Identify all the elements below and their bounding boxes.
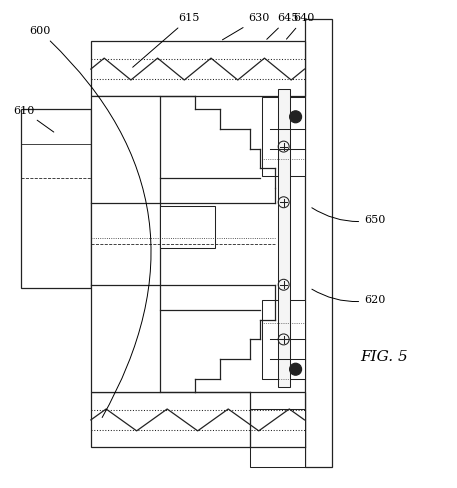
Circle shape	[290, 111, 302, 123]
Bar	[160, 206, 215, 248]
Bar	[262, 300, 304, 379]
Text: 615: 615	[133, 13, 200, 67]
Text: 600: 600	[29, 26, 151, 418]
Text: 630: 630	[223, 13, 269, 40]
Circle shape	[290, 363, 302, 375]
Text: 640: 640	[287, 13, 315, 39]
Text: FIG. 5: FIG. 5	[360, 350, 408, 365]
Bar	[21, 109, 91, 288]
Bar	[304, 20, 332, 467]
Bar	[91, 392, 304, 447]
Bar	[91, 41, 304, 96]
Text: 620: 620	[312, 289, 386, 305]
Text: 610: 610	[13, 106, 54, 132]
Bar	[262, 97, 304, 177]
Bar	[250, 409, 304, 467]
Bar	[91, 96, 160, 392]
Text: 645: 645	[267, 13, 299, 40]
Text: 650: 650	[312, 208, 386, 225]
Bar	[278, 89, 290, 387]
